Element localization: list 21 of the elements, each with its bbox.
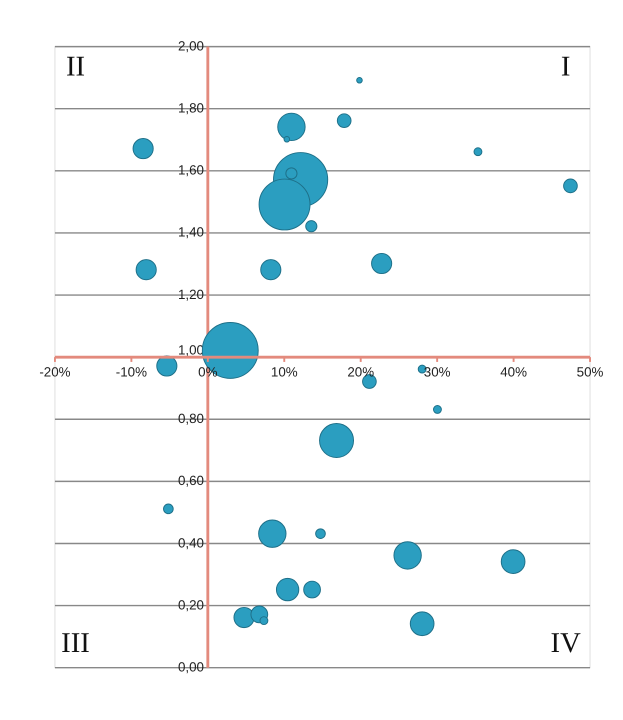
y-tick-label: 1,40	[178, 224, 204, 240]
y-tick-label: 1,60	[178, 162, 204, 178]
y-tick-label: 0,40	[178, 535, 204, 550]
annotation: I	[560, 50, 570, 83]
x-tick-label: -10%	[116, 364, 148, 380]
x-tick-label: 50%	[576, 364, 604, 380]
x-tick-label: 10%	[270, 364, 298, 380]
x-tick-label: 30%	[424, 364, 451, 380]
annotation: IV	[550, 626, 582, 659]
y-tick-label: 0,80	[178, 411, 204, 426]
annotation: III	[61, 626, 90, 659]
y-tick-label: 2,00	[178, 38, 204, 54]
x-tick-label: 40%	[500, 364, 528, 380]
y-tick-label: 0,00	[178, 660, 204, 675]
y-tick-label: 0,60	[178, 473, 204, 488]
y-tick-label: 1,80	[178, 100, 204, 116]
y-tick-label: 1,20	[178, 286, 204, 302]
annotation: II	[66, 50, 86, 83]
y-tick-label: 0,20	[178, 597, 204, 612]
x-tick-label: 20%	[347, 364, 374, 380]
x-tick-label: -20%	[39, 364, 71, 380]
